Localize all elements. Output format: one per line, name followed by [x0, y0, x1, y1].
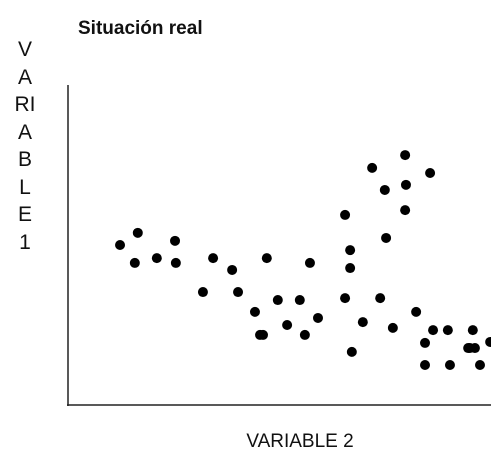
point — [340, 209, 351, 220]
point — [299, 329, 310, 340]
point — [261, 253, 272, 264]
point — [346, 346, 357, 357]
point — [387, 322, 398, 333]
point — [340, 293, 351, 304]
point — [233, 287, 244, 298]
point — [375, 293, 386, 304]
point — [151, 253, 162, 264]
point — [170, 257, 181, 268]
point — [444, 360, 455, 370]
point — [304, 257, 315, 268]
point — [420, 337, 431, 348]
point — [400, 150, 411, 161]
y-axis-label: VARIABLE 1 — [14, 38, 36, 254]
point — [485, 336, 491, 347]
point — [400, 205, 411, 216]
point — [115, 240, 126, 250]
point — [170, 235, 181, 246]
point — [442, 325, 453, 336]
point — [467, 325, 478, 336]
point — [428, 325, 439, 336]
point — [227, 264, 238, 275]
point — [367, 162, 378, 173]
point — [208, 253, 219, 264]
point — [249, 306, 260, 317]
point — [345, 245, 356, 256]
point — [357, 317, 368, 328]
chart-title: Situación real — [78, 18, 203, 39]
point — [132, 227, 143, 238]
point — [475, 360, 486, 370]
point — [469, 343, 480, 354]
point — [272, 295, 283, 306]
point — [411, 306, 422, 317]
point — [381, 232, 392, 243]
point — [282, 320, 293, 330]
point — [379, 184, 390, 195]
point — [197, 287, 208, 298]
point — [129, 257, 140, 268]
x-axis-label: VARIABLE 2 — [246, 431, 353, 452]
point — [294, 295, 305, 306]
point — [312, 312, 323, 323]
point — [258, 329, 269, 340]
point — [420, 360, 431, 370]
point — [345, 263, 356, 274]
point — [400, 179, 411, 190]
point — [425, 168, 436, 178]
